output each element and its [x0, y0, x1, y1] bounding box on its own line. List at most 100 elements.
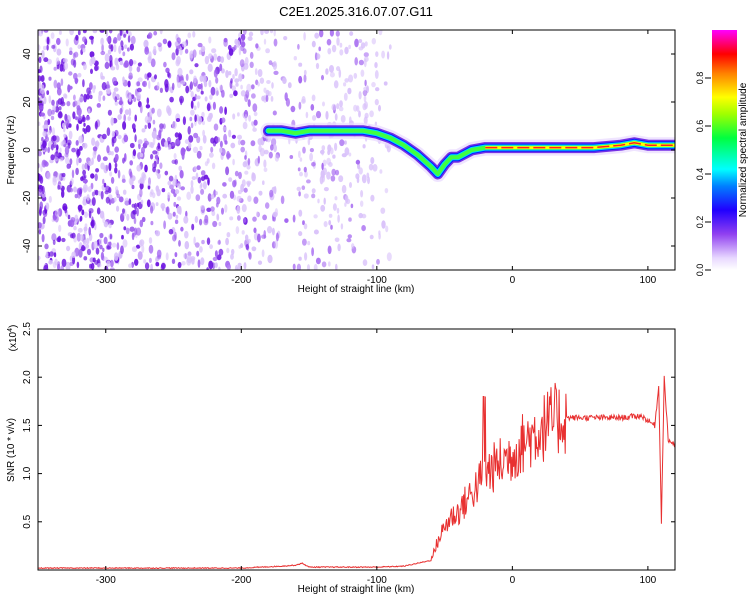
noise-speckle	[127, 35, 131, 43]
noise-speckle	[378, 104, 381, 112]
noise-speckle	[73, 186, 77, 193]
noise-speckle	[336, 103, 340, 110]
noise-speckle	[61, 237, 66, 243]
noise-speckle	[378, 230, 381, 235]
noise-speckle	[357, 163, 361, 170]
noise-speckle	[76, 157, 79, 166]
noise-speckle	[167, 71, 170, 78]
noise-speckle	[369, 234, 374, 240]
noise-speckle	[193, 236, 196, 246]
noise-speckle	[82, 36, 87, 43]
noise-speckle	[199, 246, 203, 253]
top-y-tick-label: 20	[22, 96, 33, 108]
noise-speckle	[313, 229, 319, 235]
noise-speckle	[218, 266, 221, 270]
noise-speckle	[263, 167, 268, 173]
noise-speckle	[271, 227, 275, 236]
noise-speckle	[133, 127, 136, 133]
noise-speckle	[311, 162, 316, 167]
noise-speckle	[56, 173, 62, 182]
noise-speckle	[188, 135, 194, 143]
noise-speckle	[102, 178, 105, 185]
noise-speckle	[257, 69, 263, 77]
noise-speckle	[109, 54, 113, 64]
noise-speckle	[40, 75, 45, 82]
noise-speckle	[263, 159, 267, 168]
noise-speckle	[113, 87, 119, 92]
noise-speckle	[215, 77, 219, 84]
noise-speckle	[289, 155, 294, 159]
noise-speckle	[229, 93, 234, 98]
noise-speckle	[197, 42, 203, 48]
noise-speckle	[327, 245, 332, 255]
snr-plot: -300 -200 -100 0 100 0.5 1.0 1.5 2.0 2.5 Height …	[6, 322, 676, 595]
noise-speckle	[106, 145, 110, 154]
noise-speckle	[42, 216, 46, 225]
noise-speckle	[194, 242, 200, 248]
noise-speckle	[190, 100, 194, 109]
noise-speckle	[360, 200, 364, 207]
noise-speckle	[183, 215, 189, 224]
noise-speckle	[257, 82, 260, 87]
noise-speckle	[117, 169, 121, 179]
noise-speckle	[136, 66, 141, 73]
noise-speckle	[202, 129, 206, 137]
noise-speckle	[43, 96, 47, 105]
noise-speckle	[86, 248, 92, 256]
noise-speckle	[102, 95, 106, 101]
noise-speckle	[62, 124, 66, 133]
noise-speckle	[284, 218, 289, 224]
noise-speckle	[140, 199, 144, 205]
noise-speckle	[150, 189, 154, 195]
noise-speckle	[172, 234, 177, 242]
noise-speckle	[374, 70, 379, 79]
noise-speckle	[150, 153, 154, 160]
noise-speckle	[179, 47, 183, 56]
noise-speckle	[139, 104, 143, 114]
noise-speckle	[46, 90, 50, 95]
noise-speckle	[328, 261, 331, 267]
noise-speckle	[184, 48, 189, 54]
noise-speckle	[38, 228, 42, 235]
noise-speckle	[90, 56, 96, 65]
noise-speckle	[157, 142, 161, 150]
noise-speckle	[211, 48, 217, 54]
noise-speckle	[139, 188, 143, 198]
noise-speckle	[148, 244, 154, 254]
noise-speckle	[67, 85, 73, 90]
noise-speckle	[134, 134, 137, 143]
noise-speckle	[267, 226, 273, 234]
heatmap-noise-layer	[38, 30, 392, 270]
noise-speckle	[108, 241, 112, 247]
noise-speckle	[177, 67, 183, 77]
noise-speckle	[143, 39, 149, 49]
noise-speckle	[75, 34, 79, 41]
noise-speckle	[222, 193, 228, 199]
noise-speckle	[336, 66, 341, 72]
noise-speckle	[78, 96, 84, 103]
noise-speckle	[196, 136, 201, 144]
noise-speckle	[83, 63, 87, 71]
noise-speckle	[68, 71, 73, 76]
noise-speckle	[261, 95, 265, 102]
noise-speckle	[44, 243, 49, 250]
noise-speckle	[353, 72, 358, 79]
noise-speckle	[75, 140, 79, 146]
noise-speckle	[110, 66, 116, 71]
noise-speckle	[303, 32, 306, 41]
noise-speckle	[247, 158, 251, 166]
top-x-tick-label: -300	[96, 275, 116, 286]
noise-speckle	[189, 81, 193, 90]
noise-speckle	[50, 154, 55, 161]
noise-speckle	[39, 201, 43, 210]
noise-speckle	[356, 177, 360, 184]
noise-speckle	[335, 169, 340, 176]
heatmap-peak-track	[260, 122, 675, 182]
noise-speckle	[247, 99, 251, 108]
noise-speckle	[148, 237, 153, 244]
noise-speckle	[234, 170, 239, 177]
noise-speckle	[86, 87, 91, 95]
noise-speckle	[116, 242, 120, 251]
noise-speckle	[246, 83, 252, 93]
noise-speckle	[315, 62, 320, 70]
